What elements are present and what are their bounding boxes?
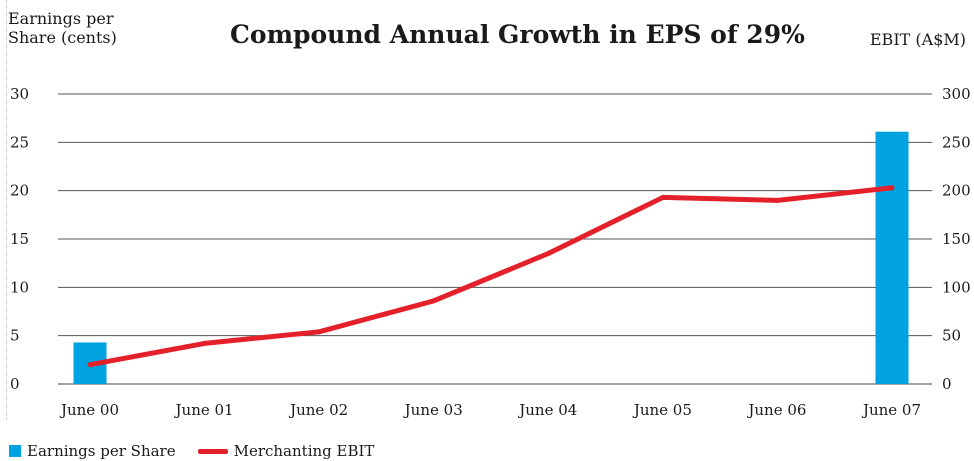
x-tick-label: June 01: [174, 401, 234, 419]
y-right-tick-label: 250: [942, 133, 971, 151]
ebit-point: [889, 185, 895, 191]
y-right-tick-label: 100: [942, 278, 971, 296]
legend: Earnings per Share Merchanting EBIT: [9, 442, 396, 460]
y-left-tick-label: 0: [10, 375, 20, 393]
legend-label-ebit: Merchanting EBIT: [233, 442, 375, 460]
y-right-tick-label: 300: [942, 85, 971, 103]
left-axis-label: Earnings per Share (cents): [8, 9, 117, 47]
y-right-tick-label: 0: [942, 375, 952, 393]
legend-swatch-eps: [9, 445, 21, 457]
x-tick-label: June 03: [403, 401, 463, 419]
y-left-tick-label: 15: [10, 230, 29, 248]
legend-item-ebit: Merchanting EBIT: [197, 442, 375, 460]
legend-swatch-ebit: [197, 448, 228, 454]
legend-item-eps: Earnings per Share: [9, 442, 176, 460]
legend-label-eps: Earnings per Share: [27, 442, 176, 460]
y-left-tick-label: 20: [10, 182, 29, 200]
ebit-point: [431, 298, 437, 304]
x-tick-label: June 07: [861, 401, 921, 419]
ebit-point: [316, 329, 322, 335]
chart-title: Compound Annual Growth in EPS of 29%: [230, 20, 805, 49]
y-right-tick-label: 50: [942, 327, 961, 345]
left-axis-label-line-2: Share (cents): [8, 28, 117, 47]
y-left-tick-label: 5: [10, 327, 20, 345]
right-axis-label: EBIT (A$M): [869, 30, 966, 49]
ebit-line: [89, 185, 893, 368]
ebit-point: [87, 362, 93, 368]
y-left-tick-label: 25: [10, 133, 29, 151]
dotted-border: [6, 0, 7, 420]
x-tick-label: June 06: [746, 401, 806, 419]
x-tick-label: June 00: [59, 401, 119, 419]
ebit-point: [660, 194, 666, 200]
y-left-tick-label: 10: [10, 278, 29, 296]
ebit-point: [202, 340, 208, 346]
x-tick-label: June 02: [288, 401, 348, 419]
ebit-point: [774, 197, 780, 203]
left-axis-label-line-1: Earnings per: [8, 9, 114, 28]
y-right-tick-label: 150: [942, 230, 971, 248]
x-tick-label: June 05: [632, 401, 692, 419]
ebit-point: [545, 251, 551, 256]
y-right-tick-label: 200: [942, 182, 971, 200]
y-left-tick-label: 30: [10, 85, 29, 103]
eps-bar: [875, 131, 909, 384]
x-tick-label: June 04: [517, 401, 577, 419]
